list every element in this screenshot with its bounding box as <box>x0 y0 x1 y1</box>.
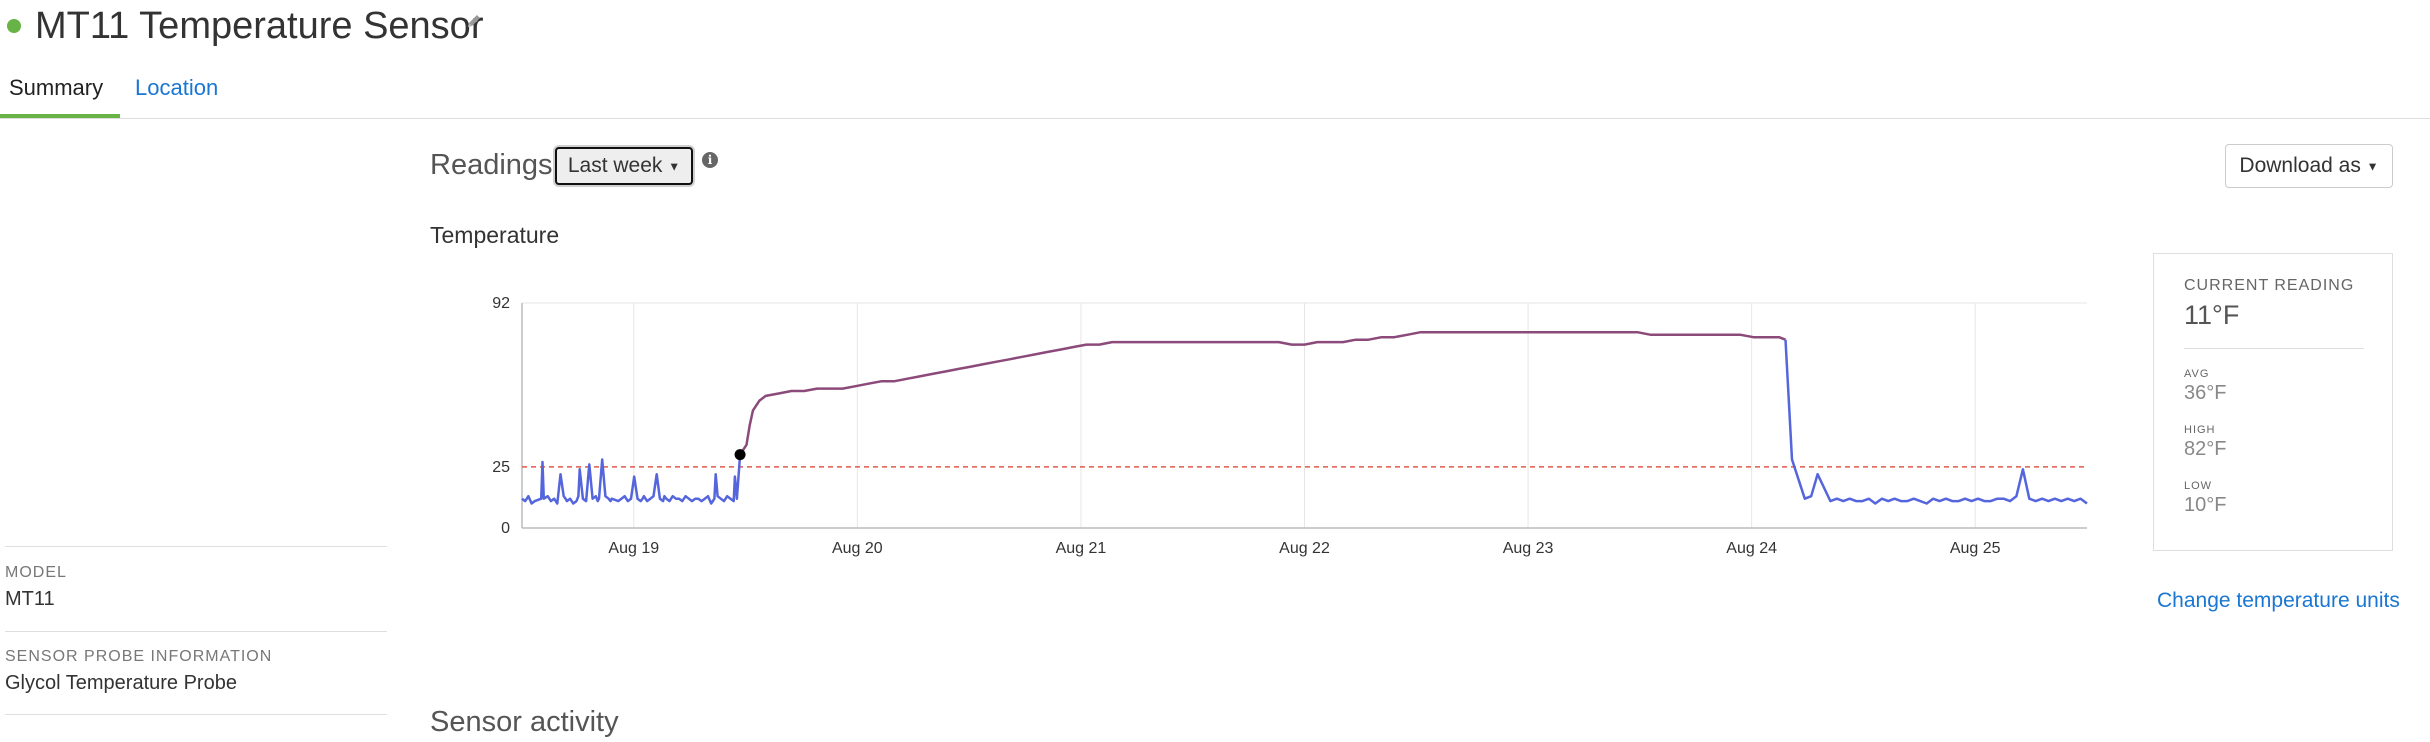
chart-title: Temperature <box>430 222 560 248</box>
avg-label: AVG <box>2184 368 2210 380</box>
temperature-series-line <box>521 454 742 505</box>
caret-down-icon: ▼ <box>2366 159 2379 174</box>
change-temperature-units-link[interactable]: Change temperature units <box>2157 589 2400 612</box>
y-tick-label: 92 <box>492 295 510 312</box>
sensor-activity-heading: Sensor activity <box>430 706 619 738</box>
y-tick-label: 0 <box>501 520 510 537</box>
x-tick-label: Aug 25 <box>1950 540 2001 557</box>
low-value: 10°F <box>2184 494 2227 516</box>
high-label: HIGH <box>2184 424 2216 436</box>
x-tick-label: Aug 19 <box>608 540 659 557</box>
temperature-series-line <box>739 331 1786 456</box>
low-label: LOW <box>2184 480 2213 492</box>
current-reading-card: CURRENT READING 11°F AVG 36°F HIGH 82°F … <box>2153 253 2393 551</box>
current-reading-value: 11°F <box>2184 300 2240 330</box>
probe-value: Glycol Temperature Probe <box>5 672 237 694</box>
x-tick-label: Aug 22 <box>1279 540 1330 557</box>
x-tick-label: Aug 23 <box>1503 540 1554 557</box>
current-reading-label: CURRENT READING <box>2184 277 2355 294</box>
avg-value: 36°F <box>2184 382 2227 404</box>
probe-label: SENSOR PROBE INFORMATION <box>5 648 273 665</box>
time-range-select[interactable]: Last week ▼ <box>555 147 693 185</box>
temperature-chart: Aug 19 Aug 20 Aug 21 Aug 22 Aug 23 Aug 24 Aug … <box>492 295 2088 557</box>
x-tick-label: Aug 24 <box>1726 540 1777 557</box>
active-tab-indicator <box>0 114 120 118</box>
info-icon[interactable]: i <box>702 152 718 168</box>
x-tick-label: Aug 20 <box>832 540 883 557</box>
card-divider <box>2184 348 2364 349</box>
tab-location[interactable]: Location <box>135 75 219 100</box>
y-tick-label: 25 <box>492 459 510 476</box>
readings-heading: Readings <box>430 149 553 181</box>
high-value: 82°F <box>2184 438 2227 460</box>
time-range-label: Last week <box>567 154 663 177</box>
model-value: MT11 <box>5 588 55 610</box>
status-dot <box>7 19 21 33</box>
page-title: MT11 Temperature Sensor <box>35 5 484 47</box>
pencil-icon[interactable] <box>465 12 483 35</box>
tab-summary[interactable]: Summary <box>9 75 104 100</box>
caret-down-icon: ▼ <box>668 159 681 174</box>
download-button[interactable]: Download as ▼ <box>2225 144 2393 188</box>
x-tick-label: Aug 21 <box>1056 540 1107 557</box>
sidebar-divider <box>5 546 387 547</box>
temperature-series-line <box>1784 339 2088 505</box>
sidebar-divider <box>5 631 387 632</box>
tabs-divider <box>0 118 2430 119</box>
download-label: Download as <box>2239 154 2361 177</box>
hover-marker <box>734 449 746 461</box>
model-label: MODEL <box>5 564 67 581</box>
sidebar-divider <box>5 714 387 715</box>
